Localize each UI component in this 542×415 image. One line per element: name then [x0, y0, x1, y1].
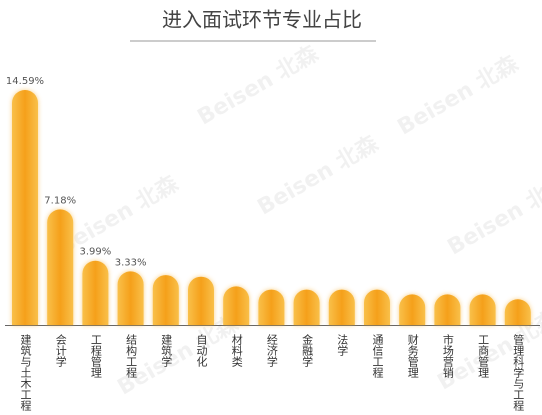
x-tick-label: 会计学: [54, 334, 67, 367]
bar: [152, 275, 179, 325]
bar: [47, 209, 74, 325]
x-tick-label: 工程管理: [89, 334, 102, 378]
x-tick-label: 材料类: [230, 333, 243, 368]
bar: [364, 289, 390, 325]
bar: [399, 294, 426, 325]
x-tick-label: 市场营销: [441, 333, 454, 379]
x-tick-label: 自动化: [195, 334, 208, 368]
bar: [258, 289, 285, 325]
chart-title: 进入面试环节专业占比: [162, 8, 362, 32]
bar: [434, 294, 461, 325]
bar: [12, 90, 38, 325]
x-tick-label: 金融学: [301, 333, 314, 367]
bar: [223, 286, 250, 325]
x-tick-label: 法学: [336, 333, 349, 356]
x-tick-label: 财务管理: [406, 333, 419, 378]
bar: [504, 299, 531, 325]
watermark: Beisen 北森: [443, 170, 542, 260]
bar: [117, 271, 144, 325]
x-tick-label: 经济学: [265, 334, 278, 367]
x-tick-label: 管理科学与工程: [512, 333, 525, 412]
x-tick-label: 结构工程: [125, 334, 138, 379]
bar: [82, 260, 109, 325]
x-tick-label: 通信工程: [371, 334, 384, 379]
value-label: 3.33%: [115, 257, 147, 268]
watermark: Beisen 北森: [193, 40, 323, 130]
x-tick-label: 建筑学: [160, 333, 173, 367]
bar: [328, 289, 355, 325]
value-label: 3.99%: [80, 247, 112, 258]
value-label: 7.18%: [44, 195, 76, 206]
x-tick-label: 建筑与土木工程: [19, 333, 32, 412]
bar: [188, 276, 214, 325]
watermark: Beisen 北森: [253, 130, 383, 220]
value-label: 14.59%: [6, 76, 44, 87]
bar: [469, 294, 496, 325]
bar: [293, 289, 320, 325]
x-tick-label: 工商管理: [477, 334, 490, 378]
watermark: Beisen 北森: [393, 50, 523, 140]
